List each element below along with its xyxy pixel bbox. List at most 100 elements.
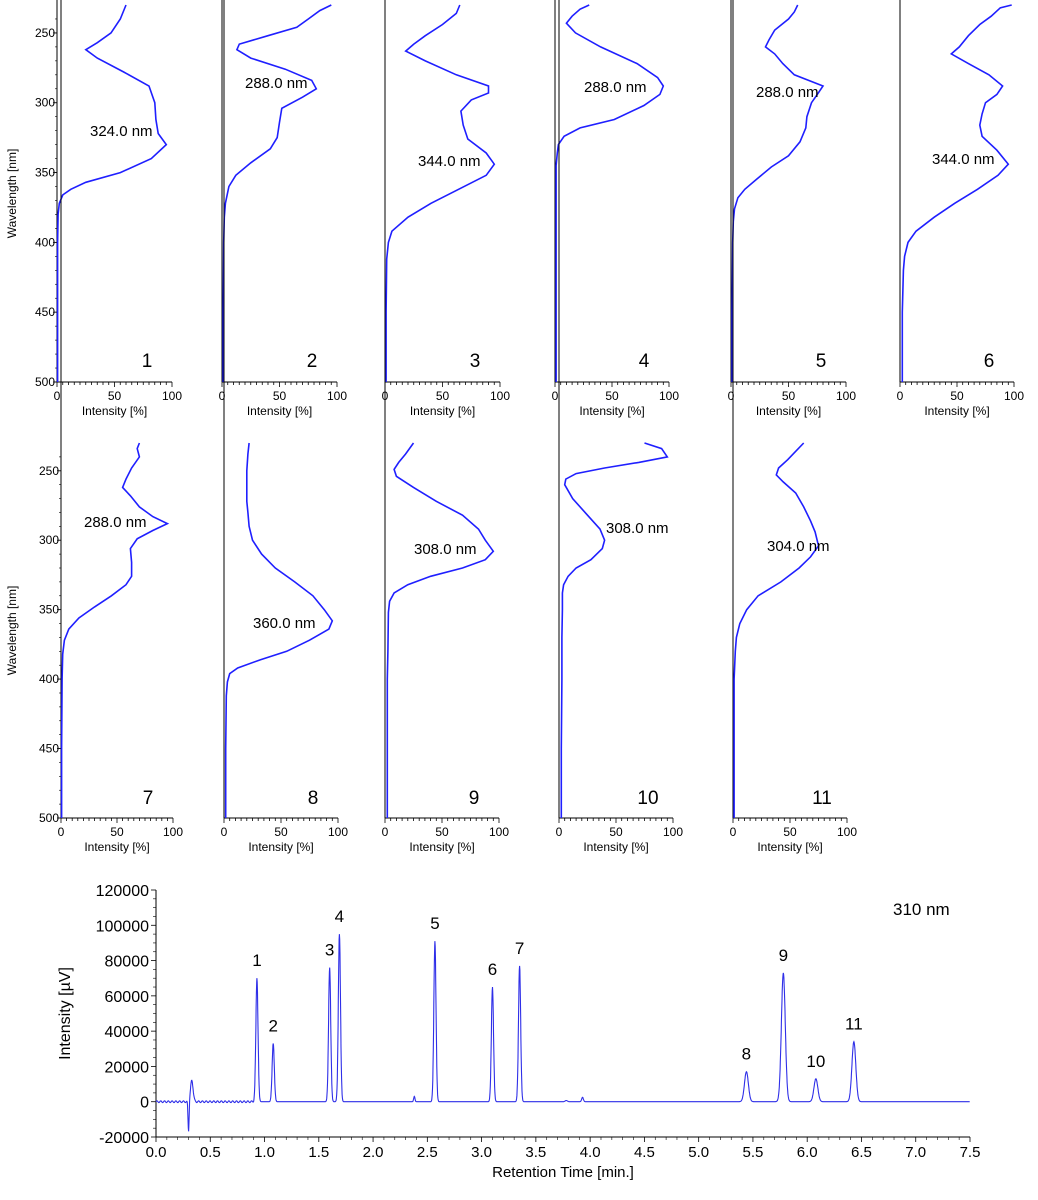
spectrum-1-x-tick-label: 100 bbox=[162, 389, 182, 403]
spectrum-9-x-tick-label: 0 bbox=[382, 825, 389, 839]
spectrum-10-number: 10 bbox=[637, 788, 658, 809]
spectrum-1-peak-label: 324.0 nm bbox=[90, 123, 153, 140]
spectrum-6-number: 6 bbox=[984, 351, 995, 372]
chromatogram-x-tick-label: 0.0 bbox=[146, 1144, 167, 1161]
spectrum-11-x-axis-label: Intensity [%] bbox=[757, 840, 822, 854]
spectrum-7-y-tick-label: 350 bbox=[39, 603, 59, 617]
chromatogram-x-tick-label: 2.0 bbox=[363, 1144, 384, 1161]
spectrum-6-x-tick-label: 100 bbox=[1004, 389, 1024, 403]
spectrum-4-x-tick-label: 0 bbox=[552, 389, 559, 403]
spectrum-2-peak-label: 288.0 nm bbox=[245, 75, 308, 92]
chromatogram-peak-label: 6 bbox=[488, 960, 497, 979]
spectrum-5-peak-label: 288.0 nm bbox=[756, 84, 819, 101]
spectrum-3-number: 3 bbox=[470, 351, 481, 372]
spectrum-9-x-tick-label: 50 bbox=[435, 825, 449, 839]
spectrum-8-number: 8 bbox=[308, 788, 319, 809]
chromatogram-y-tick-label: 0 bbox=[140, 1095, 149, 1112]
spectrum-9-number: 9 bbox=[469, 788, 480, 809]
chromatogram-peak-label: 1 bbox=[252, 951, 261, 970]
spectrum-4-x-tick-label: 100 bbox=[659, 389, 679, 403]
spectrum-4-curve bbox=[555, 4, 665, 382]
spectrum-8-peak-label: 360.0 nm bbox=[253, 615, 316, 632]
spectrum-2-x-axis-label: Intensity [%] bbox=[247, 404, 312, 418]
spectrum-7-x-tick-label: 50 bbox=[110, 825, 124, 839]
chromatogram-peak-label: 10 bbox=[806, 1052, 825, 1071]
spectrum-4-x-axis-label: Intensity [%] bbox=[579, 404, 644, 418]
spectrum-9-x-tick-label: 100 bbox=[489, 825, 509, 839]
spectrum-11-peak-label: 304.0 nm bbox=[767, 538, 830, 555]
spectrum-3-x-tick-label: 50 bbox=[436, 389, 450, 403]
spectrum-7-x-tick-label: 0 bbox=[58, 825, 65, 839]
spectrum-6-peak-label: 344.0 nm bbox=[932, 151, 995, 168]
spectrum-7-number: 7 bbox=[143, 788, 154, 809]
chromatogram-peak-label: 7 bbox=[515, 939, 524, 958]
spectrum-1-number: 1 bbox=[142, 351, 153, 372]
spectrum-5-x-tick-label: 50 bbox=[782, 389, 796, 403]
chromatogram-peak-label: 9 bbox=[779, 946, 788, 965]
spectrum-6-panel bbox=[899, 0, 1015, 387]
spectrum-2-curve bbox=[222, 4, 332, 382]
spectrum-8-x-axis-label: Intensity [%] bbox=[248, 840, 313, 854]
chromatogram-peak-label: 11 bbox=[845, 1015, 863, 1034]
spectrum-5-curve bbox=[731, 4, 825, 382]
chromatogram-x-tick-label: 4.0 bbox=[580, 1144, 601, 1161]
spectrum-10-x-axis-label: Intensity [%] bbox=[583, 840, 648, 854]
spectrum-11-panel bbox=[732, 0, 848, 823]
chromatogram-peak-label: 5 bbox=[430, 914, 439, 933]
spectrum-1-y-tick-label: 250 bbox=[35, 26, 55, 40]
spectrum-6-x-tick-label: 50 bbox=[950, 389, 964, 403]
spectrum-7-panel bbox=[57, 0, 174, 823]
spectrum-5-number: 5 bbox=[816, 351, 827, 372]
chromatogram-x-tick-label: 3.0 bbox=[471, 1144, 492, 1161]
spectrum-2-x-tick-label: 50 bbox=[273, 389, 287, 403]
spectrum-10-x-tick-label: 0 bbox=[556, 825, 563, 839]
chromatogram-peak-label: 4 bbox=[335, 907, 344, 926]
spectrum-10-x-tick-label: 50 bbox=[609, 825, 623, 839]
spectrum-8-panel bbox=[223, 0, 339, 823]
chromatogram-x-tick-label: 1.0 bbox=[254, 1144, 275, 1161]
spectrum-1-x-tick-label: 50 bbox=[108, 389, 122, 403]
spectrum-11-x-tick-label: 0 bbox=[730, 825, 737, 839]
chromatogram-peak-label: 2 bbox=[268, 1016, 277, 1035]
spectrum-10-curve bbox=[560, 442, 669, 818]
spectrum-1-y-tick-label: 500 bbox=[35, 375, 55, 389]
spectrum-6-x-tick-label: 0 bbox=[897, 389, 904, 403]
spectrum-1-curve bbox=[56, 4, 168, 382]
spectrum-8-x-tick-label: 0 bbox=[221, 825, 228, 839]
spectrum-4-peak-label: 288.0 nm bbox=[584, 79, 647, 96]
chromatogram-panel bbox=[151, 889, 971, 1142]
chromatogram-y-axis-label: Intensity [µV] bbox=[57, 967, 74, 1060]
chromatogram-x-tick-label: 0.5 bbox=[200, 1144, 221, 1161]
spectrum-11-x-tick-label: 100 bbox=[837, 825, 857, 839]
spectrum-7-y-axis-label: Wavelength [nm] bbox=[5, 586, 19, 676]
chromatogram-x-axis-label: Retention Time [min.] bbox=[492, 1164, 634, 1181]
spectrum-10-panel bbox=[558, 0, 674, 823]
chromatogram-wavelength-annotation: 310 nm bbox=[893, 900, 950, 919]
spectrum-1-y-tick-label: 450 bbox=[35, 305, 55, 319]
spectrum-1-panel bbox=[53, 0, 173, 387]
spectrum-9-panel bbox=[384, 0, 500, 823]
spectrum-1-y-tick-label: 300 bbox=[35, 96, 55, 110]
spectrum-7-peak-label: 288.0 nm bbox=[84, 514, 147, 531]
spectrum-11-number: 11 bbox=[812, 788, 832, 809]
chromatogram-y-tick-label: 120000 bbox=[96, 883, 149, 900]
chromatogram-x-tick-label: 5.5 bbox=[743, 1144, 764, 1161]
spectrum-9-peak-label: 308.0 nm bbox=[414, 541, 477, 558]
chromatogram-x-tick-label: 6.5 bbox=[851, 1144, 872, 1161]
spectrum-3-peak-label: 344.0 nm bbox=[418, 153, 481, 170]
spectrum-8-x-tick-label: 50 bbox=[274, 825, 288, 839]
chromatogram-x-tick-label: 7.0 bbox=[905, 1144, 926, 1161]
chromatogram-x-tick-label: 2.5 bbox=[417, 1144, 438, 1161]
spectrum-2-panel bbox=[221, 0, 338, 387]
spectrum-10-x-tick-label: 100 bbox=[663, 825, 683, 839]
spectrum-3-curve bbox=[385, 4, 496, 382]
spectrum-9-curve bbox=[386, 442, 495, 818]
spectrum-3-x-tick-label: 100 bbox=[490, 389, 510, 403]
chromatogram-x-tick-label: 6.0 bbox=[797, 1144, 818, 1161]
chromatogram-peak-label: 3 bbox=[325, 941, 334, 960]
spectrum-3-x-axis-label: Intensity [%] bbox=[410, 404, 475, 418]
spectrum-6-x-axis-label: Intensity [%] bbox=[924, 404, 989, 418]
chromatogram-y-tick-label: -20000 bbox=[99, 1130, 149, 1147]
spectrum-5-x-axis-label: Intensity [%] bbox=[756, 404, 821, 418]
spectrum-7-y-tick-label: 450 bbox=[39, 742, 59, 756]
